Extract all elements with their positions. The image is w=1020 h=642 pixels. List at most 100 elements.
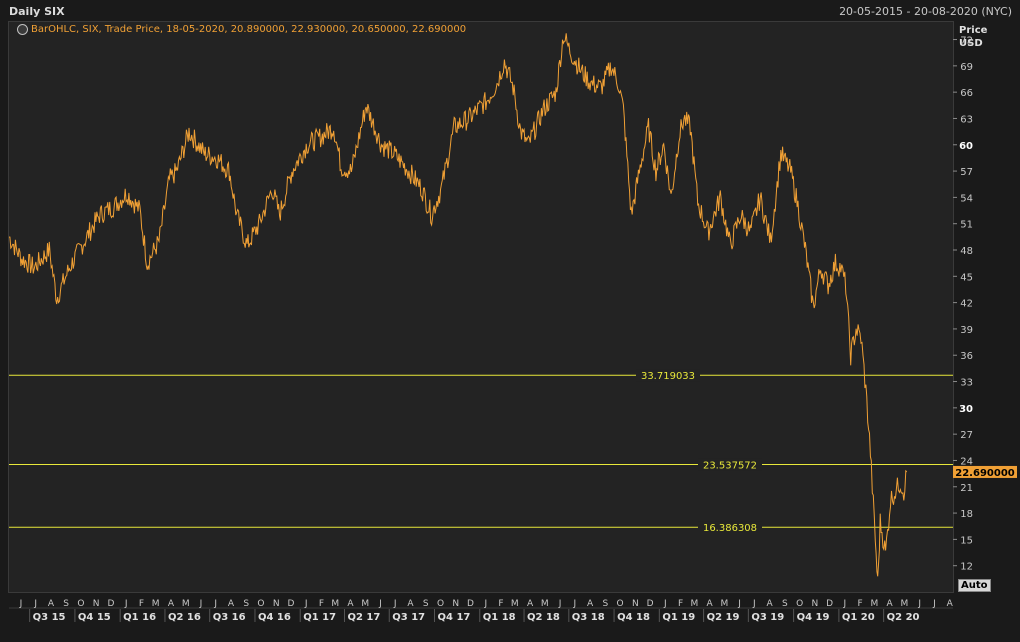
x-month-label: O [617, 599, 624, 609]
x-month-label: O [437, 599, 444, 609]
x-quarter-label: Q2 16 [168, 612, 201, 623]
x-quarter-label: Q4 15 [78, 612, 111, 623]
x-month-label: J [304, 599, 308, 609]
x-month-label: A [407, 599, 414, 609]
x-quarter-label: Q3 17 [392, 612, 425, 623]
x-quarter-label: Q3 16 [213, 612, 246, 623]
x-month-label: J [917, 599, 921, 609]
y-tick-label: 45 [960, 272, 973, 283]
x-month-label: F [319, 599, 324, 609]
y-tick-label: 57 [960, 167, 973, 178]
last-price-label: 22.690000 [955, 468, 1015, 479]
x-month-label: J [199, 599, 203, 609]
x-month-label: J [737, 599, 741, 609]
y-tick-label: 72 [960, 36, 973, 47]
x-month-label: J [378, 599, 382, 609]
x-quarter-label: Q3 15 [33, 612, 66, 623]
y-tick-label: 63 [960, 114, 973, 125]
x-month-label: A [228, 599, 235, 609]
x-month-label: M [511, 599, 519, 609]
y-tick-label: 36 [960, 351, 973, 362]
x-month-label: S [423, 599, 429, 609]
legend[interactable]: BarOHLC, SIX, Trade Price, 18-05-2020, 2… [17, 24, 466, 35]
y-tick-label: 60 [959, 141, 973, 152]
x-quarter-label: Q4 18 [617, 612, 650, 623]
x-month-label: D [647, 599, 654, 609]
x-month-label: A [168, 599, 175, 609]
price-series-line [8, 33, 908, 577]
x-month-label: N [811, 599, 818, 609]
x-month-label: J [572, 599, 576, 609]
x-month-label: J [393, 599, 397, 609]
x-month-label: J [124, 599, 128, 609]
x-quarter-label: Q3 19 [751, 612, 784, 623]
x-month-label: O [796, 599, 803, 609]
x-month-label: A [887, 599, 894, 609]
x-month-label: A [48, 599, 55, 609]
x-month-label: S [63, 599, 69, 609]
x-month-label: N [93, 599, 100, 609]
y-tick-label: 27 [960, 430, 973, 441]
x-quarter-label: Q4 16 [258, 612, 291, 623]
x-month-label: O [257, 599, 264, 609]
x-month-label: S [243, 599, 249, 609]
y-tick-label: 48 [960, 246, 973, 257]
x-month-label: J [19, 599, 23, 609]
y-tick-label: 12 [960, 562, 973, 573]
y-tick-label: 15 [960, 535, 973, 546]
y-tick-label: 66 [960, 88, 973, 99]
x-month-label: J [213, 599, 217, 609]
x-month-label: D [107, 599, 114, 609]
x-month-label: A [707, 599, 714, 609]
y-axis-label: Price [959, 25, 988, 36]
reference-line-label: 16.386308 [703, 523, 757, 534]
x-month-label: A [767, 599, 774, 609]
reference-label-bg [698, 521, 762, 534]
y-tick-label: 39 [960, 325, 973, 336]
x-month-label: M [871, 599, 879, 609]
x-month-label: M [331, 599, 339, 609]
x-month-label: F [498, 599, 503, 609]
auto-scale-button[interactable]: Auto [958, 579, 991, 592]
x-month-label: S [602, 599, 608, 609]
x-month-label: M [182, 599, 190, 609]
x-quarter-label: Q2 19 [707, 612, 740, 623]
y-tick-label: 24 [960, 456, 973, 467]
reference-label-bg [698, 458, 762, 471]
y-axis-header: Price USD [959, 24, 987, 50]
x-month-label: D [287, 599, 294, 609]
x-quarter-label: Q3 18 [572, 612, 605, 623]
x-month-label: N [273, 599, 280, 609]
x-month-label: A [947, 599, 954, 609]
x-month-label: D [826, 599, 833, 609]
x-month-label: M [541, 599, 549, 609]
plot-area[interactable] [8, 21, 954, 593]
y-tick-label: 69 [960, 62, 973, 73]
x-month-label: J [663, 599, 667, 609]
x-month-label: F [139, 599, 144, 609]
y-tick-label: 21 [960, 483, 973, 494]
x-month-label: M [152, 599, 160, 609]
reference-line-label: 23.537572 [703, 461, 757, 472]
reference-label-bg [636, 369, 700, 382]
x-month-label: J [33, 599, 37, 609]
x-quarter-label: Q1 16 [123, 612, 156, 623]
chart-title: Daily SIX [9, 5, 65, 18]
x-month-label: F [858, 599, 863, 609]
x-month-label: J [843, 599, 847, 609]
x-month-label: N [632, 599, 639, 609]
x-month-label: A [347, 599, 354, 609]
x-month-label: M [690, 599, 698, 609]
x-month-label: M [720, 599, 728, 609]
x-quarter-label: Q2 20 [887, 612, 920, 623]
y-tick-label: 33 [960, 378, 973, 389]
x-month-label: M [901, 599, 909, 609]
x-month-label: J [932, 599, 936, 609]
globe-icon[interactable] [17, 24, 28, 35]
y-tick-label: 51 [960, 220, 973, 231]
x-month-label: O [77, 599, 84, 609]
x-quarter-label: Q4 17 [438, 612, 471, 623]
x-month-label: S [782, 599, 788, 609]
x-month-label: D [467, 599, 474, 609]
